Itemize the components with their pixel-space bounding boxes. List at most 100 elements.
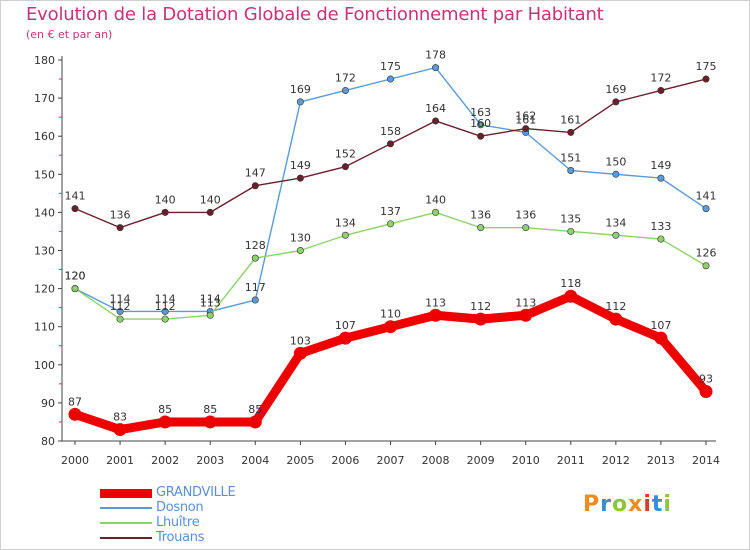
- data-point: [341, 86, 349, 94]
- data-point: [702, 205, 710, 213]
- x-tick-label: 2000: [61, 454, 89, 467]
- data-label: 147: [245, 167, 266, 180]
- data-label: 112: [110, 300, 131, 313]
- data-point: [71, 285, 79, 293]
- data-label: 136: [470, 209, 491, 222]
- data-point: [341, 231, 349, 239]
- y-tick-label: 90: [41, 397, 55, 410]
- data-point: [161, 307, 169, 315]
- data-label: 140: [200, 193, 221, 206]
- legend-item-trouans: Trouans: [100, 530, 300, 546]
- data-label: 163: [470, 106, 491, 119]
- data-label: 135: [560, 212, 581, 225]
- data-label: 169: [605, 83, 626, 96]
- data-label: 136: [515, 209, 536, 222]
- x-tick-label: 2006: [331, 454, 359, 467]
- data-label: 137: [380, 205, 401, 218]
- data-label: 112: [470, 300, 491, 313]
- data-point: [477, 132, 485, 140]
- data-label: 140: [155, 193, 176, 206]
- data-label: 162: [515, 110, 536, 123]
- y-tick-label: 160: [34, 130, 55, 143]
- data-point: [71, 205, 79, 213]
- y-tick-label: 130: [34, 245, 55, 258]
- data-label: 152: [335, 148, 356, 161]
- data-label: 141: [696, 190, 717, 203]
- data-label: 85: [248, 403, 262, 416]
- line-chart: 80 90 100 110 120 130 140 150 160 170 180 2000 2001 2…: [34, 49, 720, 467]
- y-tick-label: 120: [34, 283, 55, 296]
- logo-letter: P: [583, 492, 601, 517]
- data-point: [248, 415, 262, 429]
- data-label: 113: [425, 296, 446, 309]
- data-label: 112: [605, 300, 626, 313]
- data-point: [206, 311, 214, 319]
- data-point: [251, 254, 259, 262]
- data-label: 172: [335, 71, 356, 84]
- x-tick-label: 2014: [692, 454, 720, 467]
- data-label: 149: [650, 159, 671, 172]
- data-label: 85: [203, 403, 217, 416]
- x-tick-label: 2013: [647, 454, 675, 467]
- data-point: [386, 220, 394, 228]
- data-point: [657, 174, 665, 182]
- legend-swatch-trouans: [100, 537, 152, 539]
- data-label: 150: [605, 155, 626, 168]
- series-layer: [68, 64, 713, 437]
- data-label: 133: [650, 220, 671, 233]
- y-tick-label: 150: [34, 168, 55, 181]
- data-point: [386, 140, 394, 148]
- data-label: 118: [560, 277, 581, 290]
- legend-swatch-grandville: [100, 489, 152, 498]
- data-label: 136: [110, 209, 131, 222]
- x-tick-label: 2012: [602, 454, 630, 467]
- data-label: 110: [380, 308, 401, 321]
- data-label: 103: [290, 334, 311, 347]
- data-point: [338, 331, 352, 345]
- data-point: [564, 289, 578, 303]
- data-label: 107: [335, 319, 356, 332]
- data-label: 161: [515, 113, 536, 126]
- data-label: 114: [110, 292, 131, 305]
- data-label: 114: [200, 292, 221, 305]
- logo-letter: t: [651, 492, 664, 517]
- data-point: [567, 166, 575, 174]
- x-tick-label: 2010: [512, 454, 540, 467]
- x-tick-label: 2002: [151, 454, 179, 467]
- data-label: 93: [699, 372, 713, 385]
- data-point: [612, 170, 620, 178]
- data-label: 134: [605, 216, 626, 229]
- data-point: [567, 128, 575, 136]
- data-point: [609, 312, 623, 326]
- x-tick-label: 2001: [106, 454, 134, 467]
- data-point: [477, 224, 485, 232]
- x-tick-label: 2003: [196, 454, 224, 467]
- data-label: 175: [696, 60, 717, 73]
- data-point: [432, 117, 440, 125]
- data-point: [113, 423, 127, 437]
- legend-label-trouans: Trouans: [156, 530, 205, 545]
- data-point: [384, 320, 397, 334]
- legend: GRANDVILLE Dosnon Lhuître Trouans: [100, 485, 300, 546]
- data-point: [296, 98, 304, 106]
- data-point: [116, 224, 124, 232]
- data-point: [251, 182, 259, 190]
- legend-item-lhuitre: Lhuître: [100, 515, 300, 531]
- logo-letter: i: [643, 492, 652, 517]
- data-label: 149: [290, 159, 311, 172]
- y-tick-label: 110: [34, 321, 55, 334]
- data-point: [293, 346, 307, 360]
- data-point: [386, 75, 394, 83]
- axes: 80 90 100 110 120 130 140 150 160 170 180 2000 2001 2…: [34, 54, 720, 467]
- y-tick-label: 170: [34, 92, 55, 105]
- x-tick-label: 2005: [286, 454, 314, 467]
- data-point: [519, 308, 533, 322]
- data-label: 178: [425, 49, 446, 62]
- data-label: 160: [470, 117, 491, 130]
- data-label: 83: [113, 411, 127, 424]
- x-tick-label: 2004: [241, 454, 269, 467]
- data-label: 161: [560, 113, 581, 126]
- proxiti-logo: Proxiti: [583, 492, 672, 517]
- data-label: 169: [290, 83, 311, 96]
- data-point: [68, 407, 82, 421]
